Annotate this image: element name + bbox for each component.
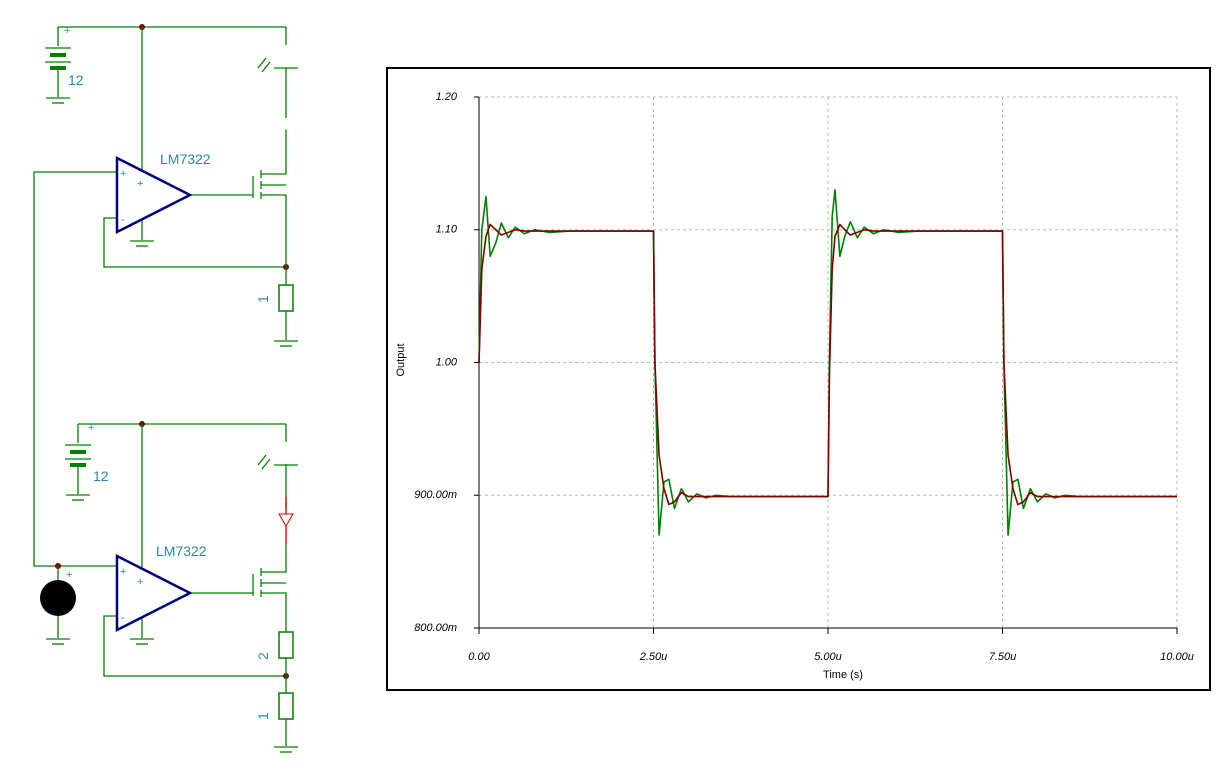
schematic (33, 24, 298, 753)
x-tick-label: 5.00u (814, 651, 842, 663)
resistor-label: 1 (255, 295, 271, 303)
x-tick-label: 0.00 (468, 651, 490, 663)
opamp-plus: + (137, 178, 143, 190)
opamp-plus: + (137, 576, 143, 588)
opamp-plus: + (120, 168, 126, 180)
battery-plus: + (88, 422, 94, 434)
x-tick-label: 7.50u (989, 651, 1017, 663)
y-axis-title: Output (395, 343, 407, 376)
battery-plus: + (64, 25, 70, 37)
opamp-minus: - (121, 214, 125, 226)
opamp-label: LM7322 (160, 151, 211, 167)
opamp-label: LM7322 (156, 543, 207, 559)
battery-label: 12 (93, 468, 109, 484)
source-plus: + (66, 569, 72, 581)
battery-label: 12 (68, 72, 84, 88)
resistor-label: 1 (255, 712, 271, 720)
y-tick-label: 800.00m (414, 622, 457, 634)
y-tick-label: 900.00m (414, 489, 457, 501)
resistor-label: 2 (255, 652, 271, 660)
x-axis-title: Time (s) (823, 669, 863, 681)
series-line (478, 223, 1177, 506)
schematic-labels: + 12 LM7322 + + - 1 + 12 LM7322 + + - + … (64, 25, 271, 720)
y-tick-label: 1.20 (436, 91, 458, 103)
chart-frame (386, 67, 1211, 691)
opamp-minus: - (121, 612, 125, 624)
y-tick-label: 1.10 (436, 224, 458, 236)
y-tick-label: 1.00 (436, 356, 458, 368)
x-tick-label: 2.50u (639, 651, 668, 663)
opamp-plus: + (120, 566, 126, 578)
x-tick-label: 10.00u (1160, 651, 1194, 663)
